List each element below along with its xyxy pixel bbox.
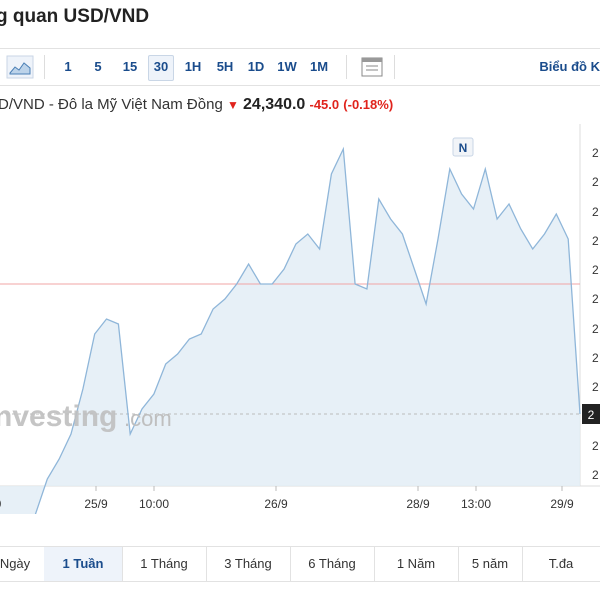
interval-button-30[interactable]: 30 bbox=[148, 55, 174, 81]
chart-toolbar: 1 5 15 30 1H 5H 1D 1W 1M Biểu đồ K bbox=[0, 48, 600, 86]
investing-watermark: nvesting bbox=[0, 400, 117, 433]
interval-button-1w[interactable]: 1W bbox=[277, 59, 297, 74]
y-tick-label: 2 bbox=[592, 205, 599, 219]
y-tick-label: 2 bbox=[592, 439, 599, 453]
area-fill bbox=[0, 149, 580, 564]
y-tick-label: 2 bbox=[592, 322, 599, 336]
x-tick-label: 0 bbox=[0, 497, 2, 511]
price-series-line bbox=[0, 146, 581, 565]
current-price-tag bbox=[582, 404, 600, 424]
interval-button-1h[interactable]: 1H bbox=[184, 59, 202, 74]
x-tick-label: 13:00 bbox=[461, 497, 491, 511]
x-tick-label: 29/9 bbox=[550, 497, 574, 511]
quote-line: D/VND - Đô la Mỹ Việt Nam Đồng ▼ 24,340.… bbox=[0, 96, 393, 114]
table-icon[interactable] bbox=[360, 55, 384, 79]
y-tick-label: 2 bbox=[592, 292, 599, 306]
timeframe-tab[interactable]: T.đa bbox=[522, 547, 600, 581]
x-tick-label: 28/9 bbox=[406, 497, 430, 511]
timeframe-tabs: Ngày 1 Tuần 1 Tháng 3 Tháng 6 Tháng 1 Năm 5 nă… bbox=[0, 546, 600, 582]
price-change: -45.0 bbox=[309, 97, 340, 112]
timeframe-tab[interactable]: 3 Tháng bbox=[206, 547, 291, 581]
down-arrow-icon: ▼ bbox=[226, 98, 239, 112]
toolbar-separator bbox=[394, 55, 395, 79]
y-tick-label: 2 bbox=[592, 380, 599, 394]
y-tick-label: 2 bbox=[592, 263, 599, 277]
investing-watermark-suffix: .com bbox=[124, 406, 172, 431]
interval-button-5[interactable]: 5 bbox=[94, 59, 102, 74]
y-tick-label: 2 bbox=[592, 175, 599, 189]
toolbar-separator bbox=[44, 55, 45, 79]
last-price: 24,340.0 bbox=[243, 96, 306, 113]
timeframe-tab[interactable]: 1 Tháng bbox=[122, 547, 207, 581]
area-chart-icon[interactable] bbox=[6, 55, 34, 79]
page-title: g quan USD/VND bbox=[0, 6, 150, 27]
candlestick-chart-link[interactable]: Biểu đồ K bbox=[539, 59, 600, 74]
x-tick-label: 25/9 bbox=[84, 497, 108, 511]
timeframe-tab[interactable]: 6 Tháng bbox=[290, 547, 375, 581]
news-marker-label: N bbox=[459, 141, 468, 155]
price-change-percent: (-0.18%) bbox=[343, 97, 394, 112]
y-tick-label: 2 bbox=[592, 146, 599, 160]
interval-button-5h[interactable]: 5H bbox=[216, 59, 234, 74]
timeframe-tab[interactable]: Ngày bbox=[0, 547, 45, 581]
interval-button-1m[interactable]: 1M bbox=[309, 59, 329, 74]
news-marker bbox=[452, 137, 474, 157]
x-tick-label: 26/9 bbox=[264, 497, 288, 511]
instrument-name: D/VND - Đô la Mỹ Việt Nam Đồng bbox=[0, 96, 223, 113]
x-tick-label: 10:00 bbox=[139, 497, 169, 511]
timeframe-tab[interactable]: 1 Năm bbox=[374, 547, 459, 581]
y-tick-label: 2 bbox=[592, 351, 599, 365]
price-chart[interactable]: nvesting .com N 2 2 2 2 2 2 2 2 2 2 2 2 0 25/9 10:00 26/9 2… bbox=[0, 124, 600, 565]
timeframe-tab[interactable]: 5 năm bbox=[458, 547, 523, 581]
interval-button-1[interactable]: 1 bbox=[64, 59, 72, 74]
y-tick-label: 2 bbox=[592, 234, 599, 248]
toolbar-separator bbox=[346, 55, 347, 79]
interval-button-15[interactable]: 15 bbox=[122, 59, 138, 74]
chart-svg: nvesting .com N 2 2 2 2 2 2 2 2 2 2 2 2 0 25/9 10:00 26/9 2… bbox=[0, 124, 600, 565]
current-price-tag-label: 2 bbox=[588, 408, 595, 422]
y-tick-label: 2 bbox=[592, 468, 599, 482]
interval-button-1d[interactable]: 1D bbox=[247, 59, 265, 74]
timeframe-tab[interactable]: 1 Tuần bbox=[44, 547, 123, 581]
